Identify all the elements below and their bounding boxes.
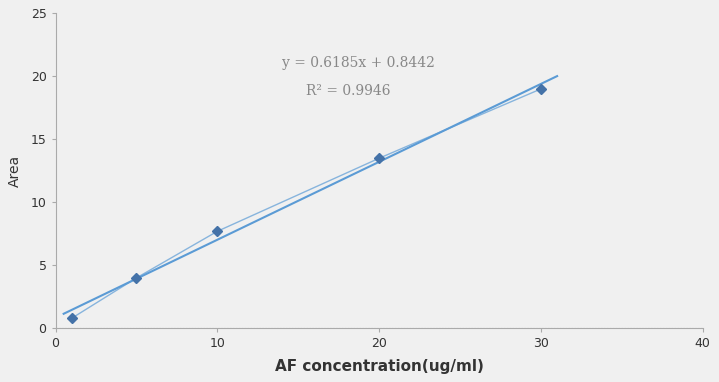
- X-axis label: AF concentration(ug/ml): AF concentration(ug/ml): [275, 359, 484, 374]
- Text: y = 0.6185x + 0.8442: y = 0.6185x + 0.8442: [282, 56, 435, 70]
- Y-axis label: Area: Area: [9, 155, 22, 187]
- Text: R² = 0.9946: R² = 0.9946: [306, 84, 391, 98]
